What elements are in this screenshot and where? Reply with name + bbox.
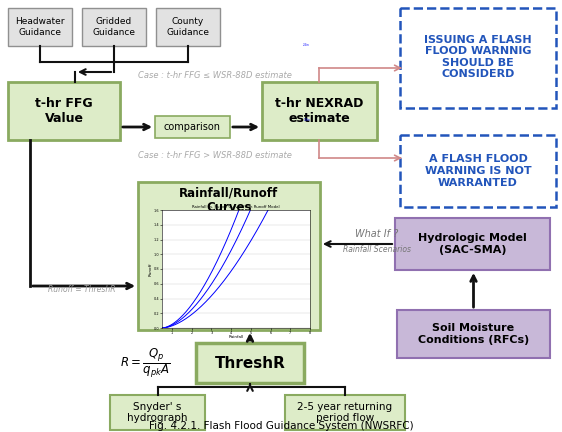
Text: Soil Moisture
Conditions (RFCs): Soil Moisture Conditions (RFCs) <box>418 323 529 345</box>
Text: Fig. 4.2.1. Flash Flood Guidance System (NWSRFC): Fig. 4.2.1. Flash Flood Guidance System … <box>149 421 413 431</box>
FancyBboxPatch shape <box>155 116 230 138</box>
Text: Case : t-hr FFG ≤ WSR-88D estimate: Case : t-hr FFG ≤ WSR-88D estimate <box>138 72 292 80</box>
Text: Headwater
Guidance: Headwater Guidance <box>15 17 65 37</box>
FancyBboxPatch shape <box>262 82 377 140</box>
Text: Runoff = ThreshR: Runoff = ThreshR <box>48 286 116 295</box>
Text: Case : t-hr FFG > WSR-88D estimate: Case : t-hr FFG > WSR-88D estimate <box>138 150 292 159</box>
Text: Hydrologic Model
(SAC-SMA): Hydrologic Model (SAC-SMA) <box>418 233 527 255</box>
FancyBboxPatch shape <box>395 218 550 270</box>
FancyBboxPatch shape <box>82 8 146 46</box>
X-axis label: Rainfall: Rainfall <box>228 336 243 340</box>
FancyBboxPatch shape <box>138 182 320 330</box>
Text: Snyder' s
hydrograph: Snyder' s hydrograph <box>127 402 188 423</box>
Text: Gridded
Guidance: Gridded Guidance <box>93 17 135 37</box>
Text: t-hr FFG
Value: t-hr FFG Value <box>35 97 93 125</box>
Y-axis label: Runoff: Runoff <box>149 262 153 276</box>
FancyBboxPatch shape <box>196 343 304 383</box>
FancyBboxPatch shape <box>285 395 405 430</box>
FancyBboxPatch shape <box>8 82 120 140</box>
Text: A FLASH FLOOD
WARNING IS NOT
WARRANTED: A FLASH FLOOD WARNING IS NOT WARRANTED <box>425 154 531 187</box>
Text: t-hr NEXRAD
estimate: t-hr NEXRAD estimate <box>275 97 363 125</box>
Text: Rainfall/Runoff
Curves: Rainfall/Runoff Curves <box>179 186 279 214</box>
Text: What If ?: What If ? <box>355 229 398 239</box>
Text: 1.5in: 1.5in <box>303 118 310 122</box>
FancyBboxPatch shape <box>400 135 556 207</box>
Text: 2-5 year returning
period flow: 2-5 year returning period flow <box>297 402 393 423</box>
Text: $R = \dfrac{Q_p}{q_{pk}A}$: $R = \dfrac{Q_p}{q_{pk}A}$ <box>120 346 170 380</box>
Text: ThreshR: ThreshR <box>215 356 285 371</box>
Text: ISSUING A FLASH
FLOOD WARNNIG
SHOULD BE
CONSIDERD: ISSUING A FLASH FLOOD WARNNIG SHOULD BE … <box>424 35 532 79</box>
FancyBboxPatch shape <box>397 310 550 358</box>
FancyBboxPatch shape <box>156 8 220 46</box>
FancyBboxPatch shape <box>110 395 205 430</box>
Text: comparison: comparison <box>164 122 220 132</box>
FancyBboxPatch shape <box>8 8 72 46</box>
FancyBboxPatch shape <box>400 8 556 108</box>
Text: County
Guidance: County Guidance <box>166 17 210 37</box>
Text: 2.5in: 2.5in <box>303 43 310 47</box>
Text: Rainfall Scenarios: Rainfall Scenarios <box>343 245 411 254</box>
Title: Rainfall vs. Runoff Curves from Runoff Model: Rainfall vs. Runoff Curves from Runoff M… <box>192 205 280 209</box>
